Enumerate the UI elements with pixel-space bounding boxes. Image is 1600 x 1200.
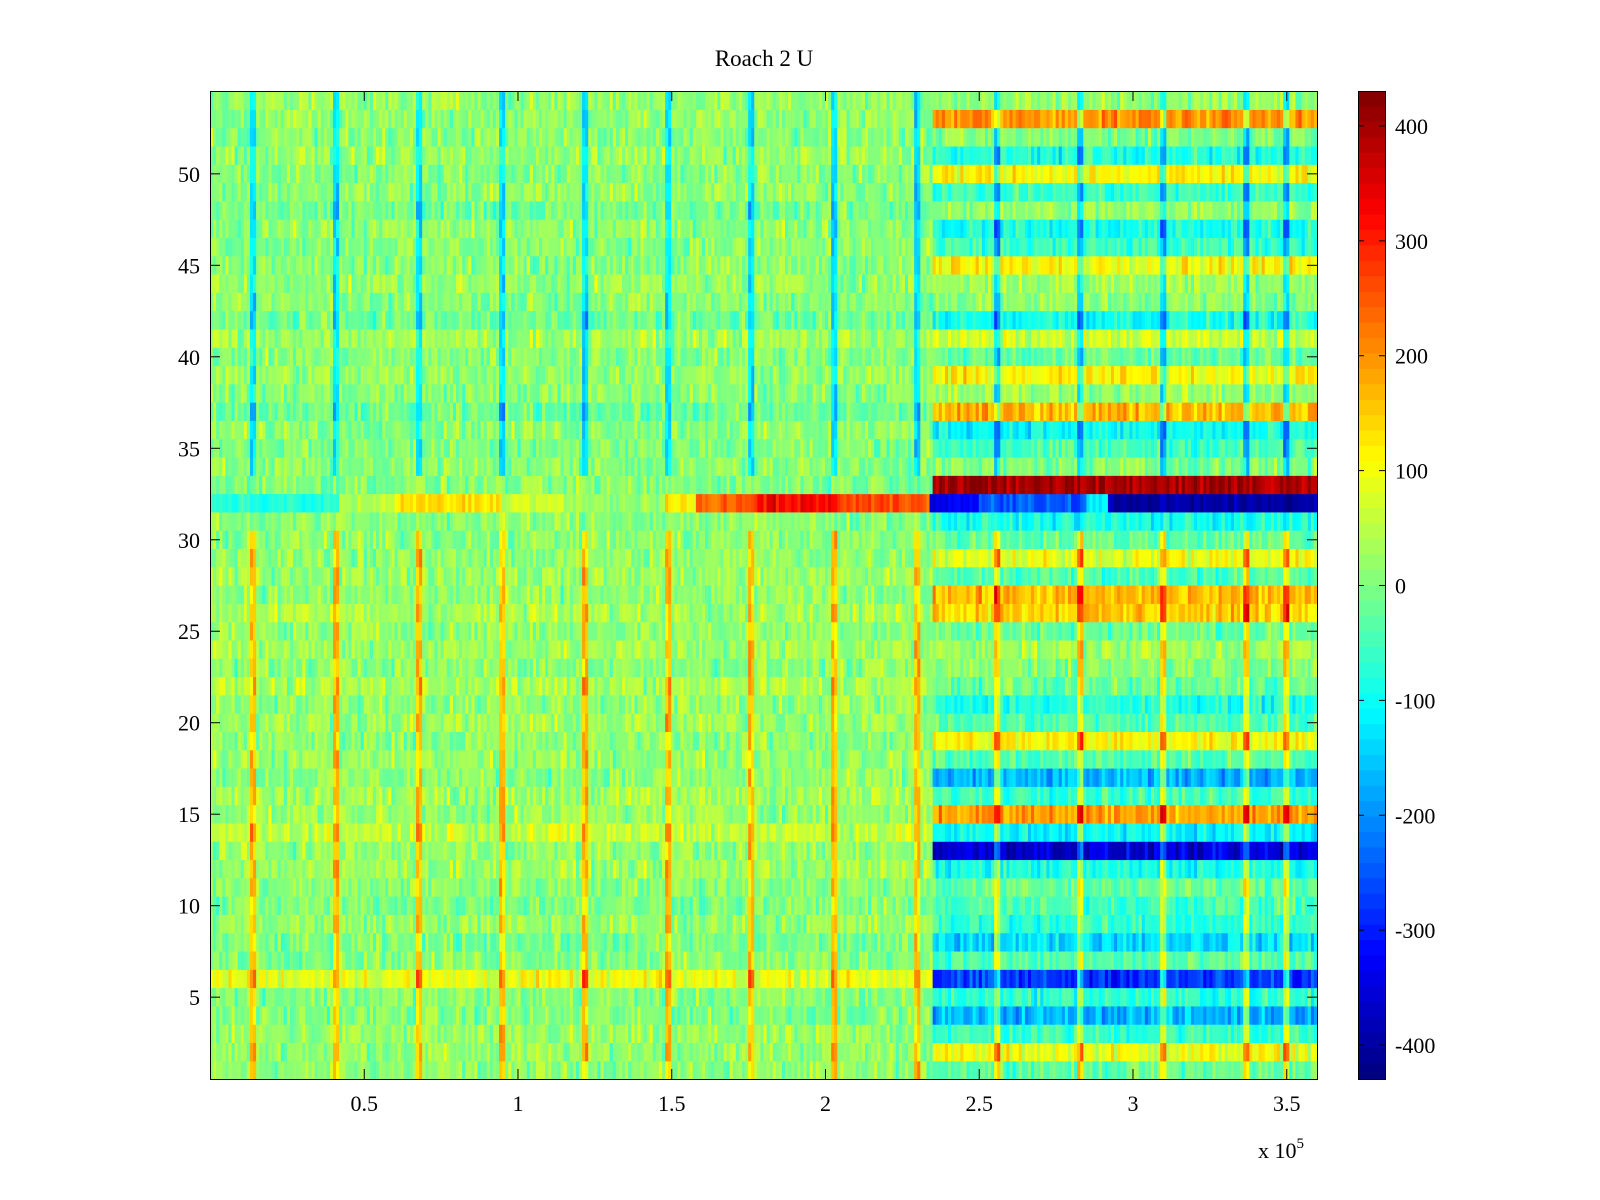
heatmap-row — [210, 896, 1318, 915]
heatmap-row — [210, 859, 1318, 878]
heatmap-row — [210, 1042, 1318, 1061]
heatmap-row — [210, 933, 1318, 952]
heatmap-cells — [210, 91, 1318, 1080]
heatmap-row — [210, 1024, 1318, 1043]
heatmap-row — [210, 841, 1318, 860]
heatmap-row — [210, 951, 1318, 970]
heatmap-row — [210, 1061, 1318, 1080]
heatmap-row — [210, 914, 1318, 933]
heatmap-figure: Roach 2 U 0.5 1 1.5 2 2.5 3 3.5 51015202530354… — [0, 0, 1600, 1200]
heatmap-row — [210, 988, 1318, 1007]
heatmap-row — [210, 1006, 1318, 1025]
heatmap-row — [210, 878, 1318, 897]
chart-title: Roach 2 U — [715, 46, 814, 71]
heatmap-row — [210, 823, 1318, 842]
heatmap-row — [210, 969, 1318, 988]
